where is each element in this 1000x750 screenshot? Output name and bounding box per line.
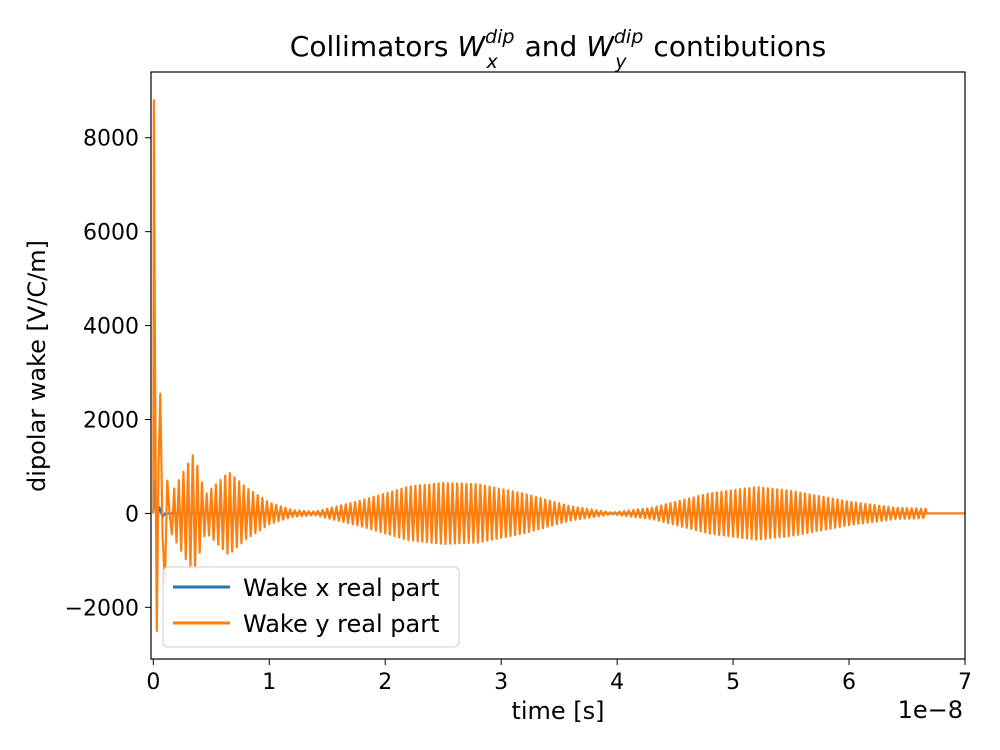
x-tick-label: 5: [726, 670, 740, 695]
x-axis: 0 1 2 3 4 5 6 7: [146, 659, 972, 695]
y-axis-label: dipolar wake [V/C/m]: [23, 240, 51, 492]
y-axis: −2000 0 2000 4000 6000 8000: [65, 127, 151, 621]
x-axis-label: time [s]: [511, 697, 604, 725]
legend-label-wake-y: Wake y real part: [243, 610, 440, 638]
series-line-wake-y: [152, 99, 965, 632]
series-layer: [152, 99, 965, 632]
y-tick-label: 8000: [83, 127, 139, 152]
chart-title: Collimators Wdip x and Wdip y contibutions: [290, 26, 826, 73]
y-tick-label: 4000: [83, 315, 139, 340]
x-tick-label: 2: [378, 670, 392, 695]
y-tick-label: −2000: [65, 596, 139, 621]
x-tick-label: 6: [842, 670, 856, 695]
y-tick-label: 0: [125, 502, 139, 527]
x-tick-label: 7: [958, 670, 972, 695]
legend-label-wake-x: Wake x real part: [243, 574, 440, 602]
y-tick-label: 6000: [83, 221, 139, 246]
y-tick-label: 2000: [83, 409, 139, 434]
x-tick-label: 0: [146, 670, 160, 695]
x-tick-label: 4: [610, 670, 624, 695]
legend-box: [162, 566, 460, 648]
x-axis-offset-label: 1e−8: [898, 696, 963, 724]
plot-frame: [150, 71, 966, 660]
legend: Wake x real part Wake y real part: [162, 566, 460, 648]
x-tick-label: 1: [262, 670, 276, 695]
x-tick-label: 3: [494, 670, 508, 695]
